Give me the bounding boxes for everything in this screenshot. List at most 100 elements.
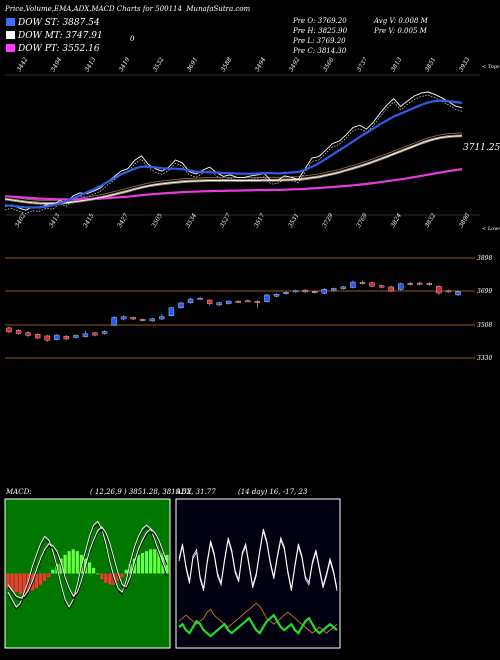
candle-body [417, 282, 423, 285]
candle-body [178, 302, 184, 308]
quote-prev-high: Pre H: 3825.90 [293, 27, 348, 35]
candle-body [407, 283, 413, 285]
candle-body [44, 335, 50, 341]
quote-prev-close: Pre C: 3814.30 [293, 47, 347, 55]
macd-hist-bar [39, 573, 43, 585]
macd-hist-bar [108, 573, 112, 585]
adx-values: (14 day) 16, -17, 23 [238, 488, 308, 496]
ema-mt-line [4, 135, 463, 204]
macd-hist-bar [67, 551, 71, 574]
quote-prev-low: Pre L: 3769.20 [293, 37, 346, 45]
macd-hist-bar [51, 569, 55, 574]
macd-hist-bar [92, 567, 96, 574]
top-tick-label: 3851 [424, 56, 438, 73]
candle-body [82, 333, 89, 337]
legend-mt: DOW MT: 3747.91 [6, 31, 103, 41]
macd-hist-bar [157, 551, 161, 574]
candle-body [340, 286, 347, 290]
candle-body [388, 286, 394, 292]
adx-green-line [178, 613, 338, 638]
macd-hist-bar [96, 573, 100, 575]
candle-body [273, 294, 280, 297]
price-level-label: 3898 [477, 255, 492, 262]
candle-body [197, 297, 203, 300]
top-tick-label: 3737 [356, 56, 370, 73]
legend-pt: DOW PT: 3552.16 [6, 44, 100, 54]
macd-hist-bar [22, 573, 26, 594]
quote-prev-volume: Pre V: 0.005 M [374, 27, 427, 35]
candle-body [359, 282, 366, 284]
candle-body [54, 334, 60, 340]
right-bottom-label: < Lows [482, 226, 500, 232]
macd-hist-bar [128, 564, 132, 574]
bottom-tick-label: 3527 [219, 212, 233, 229]
macd-hist-bar [63, 554, 67, 574]
bottom-tick-label: 3890 [458, 212, 472, 229]
price-level-label: 3508 [477, 322, 492, 329]
candle-body [312, 291, 318, 293]
right-top-label: < Tops [482, 64, 500, 70]
top-tick-label: 3813 [390, 56, 404, 73]
legend-mt-label: DOW MT: [18, 31, 66, 41]
candle-body [92, 332, 98, 336]
macd-hist-bar [47, 573, 51, 578]
candle-body [120, 316, 127, 320]
macd-hist-bar [120, 573, 124, 578]
top-tick-label: 3933 [458, 56, 472, 73]
macd-line-shadow [7, 523, 168, 611]
macd-hist-bar [43, 573, 47, 581]
macd-hist-bar [140, 553, 145, 574]
candle-body [369, 282, 375, 287]
candle-body [264, 294, 270, 302]
macd-signal-shadow [7, 528, 168, 601]
candle-body [130, 317, 136, 320]
legend-st-swatch [6, 18, 15, 26]
bottom-tick-label: 3505 [150, 212, 164, 229]
price-level-label: 3699 [477, 288, 492, 295]
macd-values: ( 12,26,9 ) 3851.28, 3819.52, 31.77 [90, 488, 216, 496]
candle-body [149, 318, 155, 322]
candle-body [159, 316, 165, 320]
legend-pt-swatch [6, 44, 15, 52]
macd-label: MACD: [5, 488, 32, 496]
candle-body [445, 290, 452, 293]
bottom-tick-label: 3517 [253, 212, 267, 229]
macd-hist-bar [87, 562, 92, 574]
legend-zero: 0 [130, 35, 135, 43]
price-dotted-line [4, 94, 463, 215]
candle-body [168, 307, 175, 317]
price-line [4, 91, 463, 211]
candle-body [140, 319, 146, 321]
ema-pt-line [4, 168, 463, 201]
macd-hist-bar [14, 573, 18, 593]
candle-body [73, 335, 79, 338]
candle-body [283, 292, 289, 294]
chart-title: Price,Volume,EMA,ADX,MACD Charts for 500… [5, 5, 250, 13]
macd-hist-bar [100, 573, 104, 580]
top-tick-label: 3419 [118, 56, 132, 73]
macd-hist-bar [71, 549, 75, 574]
candle-body [15, 330, 22, 334]
price-level-label: 3330 [477, 355, 492, 362]
legend-pt-label: DOW PT: [18, 44, 63, 54]
top-tick-label: 3492 [288, 56, 302, 73]
ema-band-line [4, 132, 463, 201]
ema-st-line [4, 99, 463, 209]
candle-body [455, 291, 461, 296]
top-tick-label: 3494 [254, 56, 268, 73]
candle-body [302, 289, 308, 292]
top-tick-label: 3413 [84, 56, 98, 73]
bottom-tick-label: 3427 [116, 212, 130, 229]
legend-st: DOW ST: 3887.54 [6, 18, 100, 28]
macd-line [7, 520, 168, 608]
bottom-tick-label: 3413 [48, 212, 62, 229]
candle-body [206, 299, 213, 304]
top-tick-label: 3442 [16, 56, 30, 73]
legend-st-value: 3887.54 [62, 18, 100, 28]
macd-signal-line [7, 526, 168, 599]
top-tick-label: 3588 [220, 56, 234, 73]
macd-hist-bar [124, 569, 128, 574]
candle-body [292, 290, 299, 293]
macd-hist-bar [149, 549, 153, 574]
bottom-tick-label: 3729 [321, 212, 335, 229]
